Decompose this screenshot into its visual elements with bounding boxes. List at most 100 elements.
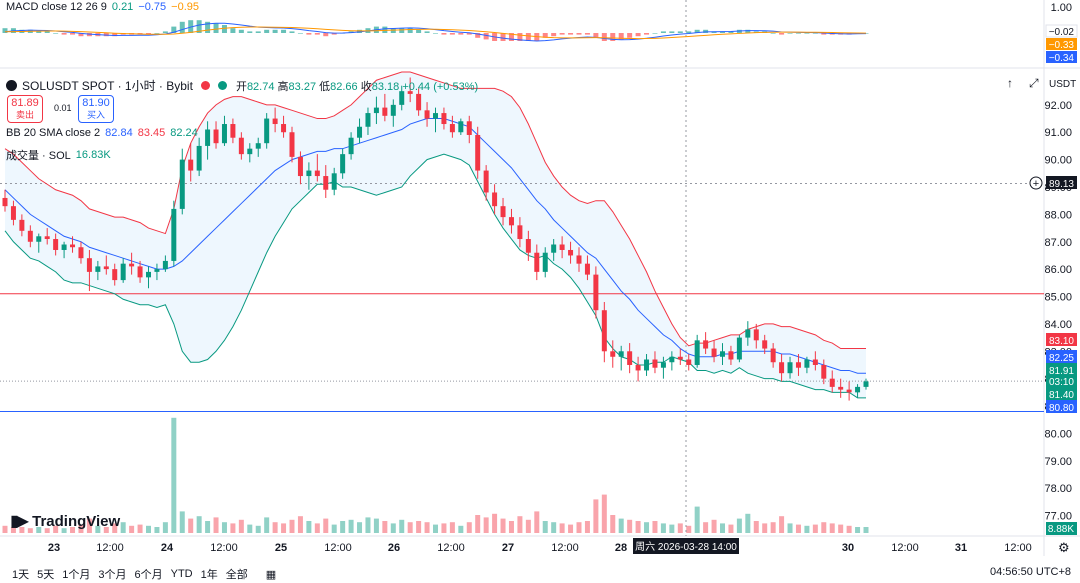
macd-hist-bar (331, 33, 337, 35)
currency-selector[interactable]: USDT (1049, 79, 1077, 90)
candle-body (652, 359, 658, 368)
macd-hist-bar (863, 33, 869, 34)
candle-body (70, 244, 76, 248)
candle-body (525, 239, 531, 253)
time-axis-tick: 23 (48, 542, 60, 554)
candle-body (196, 145, 202, 171)
macd-hist-bar (230, 28, 236, 33)
period-1d[interactable]: 1天 (12, 569, 30, 581)
volume-bar (146, 525, 151, 533)
price-tag-bg (1046, 333, 1077, 346)
open-label: 开 (235, 80, 247, 93)
macd-hist-bar (247, 31, 253, 33)
macd-hist-bar (458, 33, 464, 35)
high-label: 高 (277, 80, 289, 93)
settings-gear-icon[interactable]: ⚙ (1058, 540, 1070, 555)
candle-body (221, 124, 227, 144)
arrow-up-icon[interactable]: ↑ (1007, 76, 1013, 90)
candle-body (373, 107, 379, 114)
price-axis-tick: 80.00 (1044, 428, 1072, 440)
candle-body (179, 159, 185, 209)
macd-hist-bar (36, 31, 42, 33)
time-axis-tick: 31 (955, 542, 967, 554)
macd-axis-tick: 1.00 (1051, 2, 1072, 14)
fullscreen-icon[interactable]: ⤢ (1029, 76, 1039, 90)
symbol-title[interactable]: SOLUSDT SPOT · 1小时 · Bybit (22, 79, 193, 93)
volume-bar (171, 417, 177, 533)
candle-body (171, 208, 177, 261)
volume-bar (618, 518, 624, 533)
price-axis-tick: 91.00 (1044, 127, 1072, 139)
volume-bar (542, 521, 548, 533)
period-6m[interactable]: 6个月 (134, 569, 163, 581)
volume-bar (281, 523, 287, 533)
period-3m[interactable]: 3个月 (98, 569, 127, 581)
volume-bar (112, 523, 118, 533)
price-tag: 81.91 (1049, 366, 1074, 377)
candle-body (357, 126, 363, 138)
candle-body (610, 351, 616, 357)
macd-hist-bar (475, 33, 481, 38)
period-all[interactable]: 全部 (225, 569, 248, 581)
time-axis-tick: 26 (388, 542, 400, 554)
volume-bar (297, 516, 303, 533)
volume-bar (449, 522, 455, 533)
buy-button[interactable]: 81.90 买入 (78, 95, 114, 123)
period-ytd[interactable]: YTD (170, 568, 193, 580)
volume-bar (2, 525, 8, 533)
volume-bar (365, 517, 371, 533)
volume-bar (221, 522, 227, 533)
candle-body (2, 197, 8, 207)
volume-bar (762, 523, 768, 533)
period-1y[interactable]: 1年 (200, 569, 218, 581)
volume-bar (787, 523, 793, 533)
sell-button[interactable]: 81.89 卖出 (7, 95, 43, 123)
candle-body (129, 263, 135, 267)
volume-bar (95, 525, 101, 533)
macd-hist-bar (795, 33, 801, 34)
volume-bar (264, 517, 270, 533)
volume-bar (736, 518, 742, 533)
volume-bar (466, 522, 472, 533)
high-value: 83.27 (288, 80, 317, 93)
close-label: 收 (360, 80, 372, 93)
candle-body (433, 113, 438, 119)
tradingview-logo-icon: ▮▶ (10, 513, 29, 530)
period-1m[interactable]: 1个月 (62, 569, 91, 581)
macd-hist-bar (314, 33, 320, 35)
macd-hist-bar (551, 33, 557, 37)
close-value: 83.18 (371, 80, 400, 93)
volume-bar (508, 521, 514, 533)
volume-bar (795, 524, 801, 533)
volume-bar (255, 525, 261, 533)
macd-hist-bar (433, 33, 438, 34)
candle-body (601, 310, 607, 352)
volume-bar (720, 523, 725, 533)
add-alert-plus: + (1033, 178, 1039, 190)
time-axis-tick: 12:00 (437, 542, 465, 554)
volume-tag-bg (1046, 522, 1077, 535)
time-axis-tick: 27 (502, 542, 514, 554)
candle-body (112, 269, 118, 281)
volume-bar (863, 527, 869, 533)
candle-body (475, 134, 481, 171)
candle-body (382, 107, 388, 116)
calendar-icon[interactable]: ▦ (265, 568, 277, 581)
macd-hist-bar (508, 33, 514, 41)
bb-value-2: 82.24 (170, 127, 198, 139)
volume-bar (610, 515, 616, 533)
candle-body (838, 386, 844, 390)
macd-hist-bar (255, 31, 261, 33)
candle-body (762, 340, 768, 349)
period-5d[interactable]: 5天 (37, 569, 55, 581)
sell-label: 卖出 (15, 110, 34, 120)
candle-body (812, 359, 818, 365)
macd-hist-bar (821, 33, 827, 35)
macd-hist-bar (635, 33, 641, 37)
volume-bar (390, 523, 396, 533)
macd-line (4, 22, 867, 42)
volume-bar (289, 519, 295, 533)
time-axis-tick: 12:00 (324, 542, 352, 554)
volume-bar (433, 524, 438, 533)
